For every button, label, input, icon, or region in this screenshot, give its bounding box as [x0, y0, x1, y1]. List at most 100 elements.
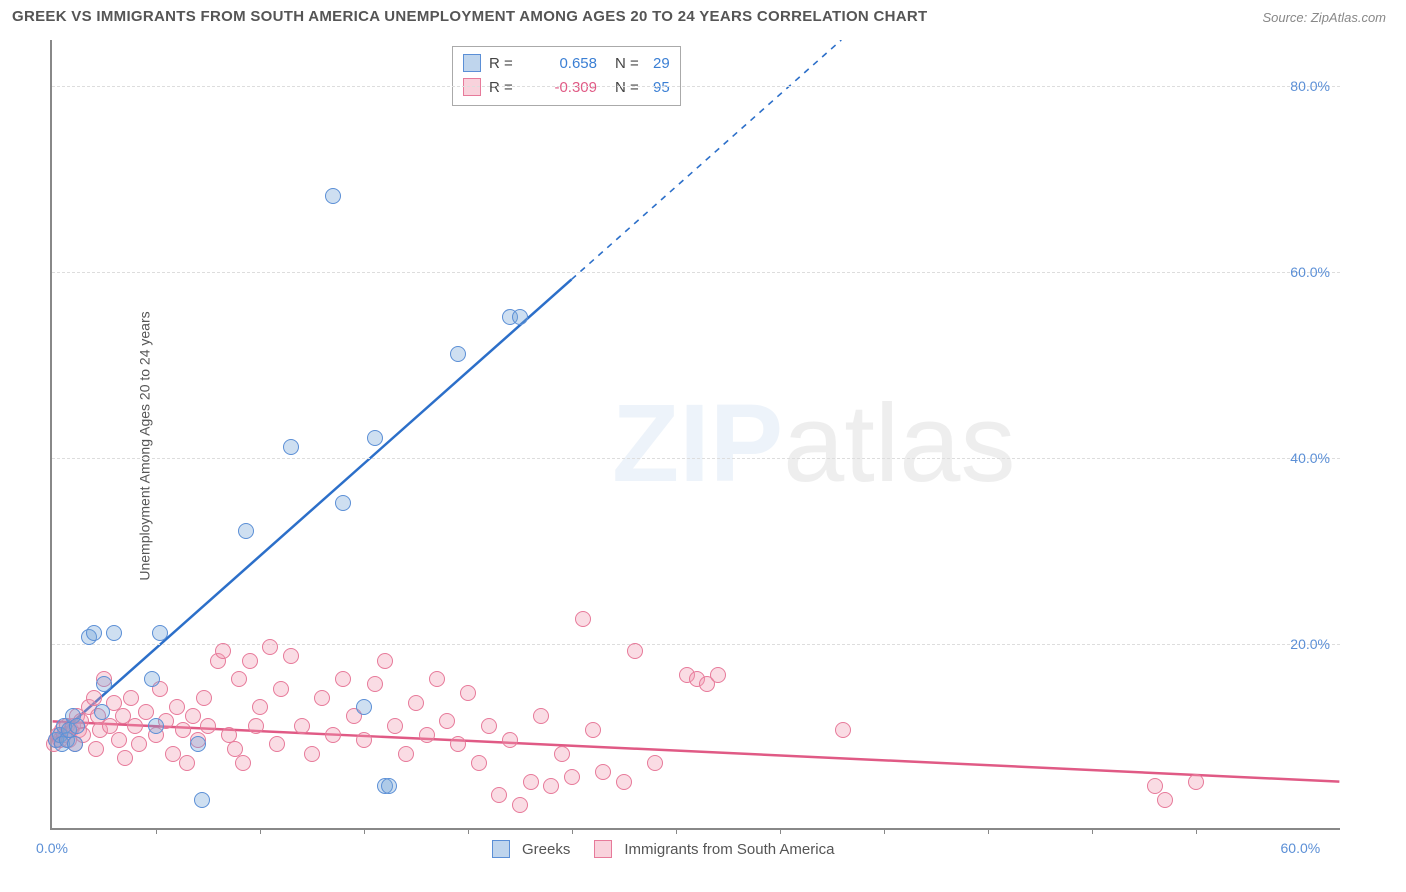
- data-point-pink: [215, 643, 231, 659]
- x-tick-mark: [676, 828, 677, 834]
- trend-lines: [52, 40, 1340, 828]
- watermark: ZIPatlas: [612, 380, 1015, 507]
- data-point-pink: [429, 671, 445, 687]
- data-point-pink: [262, 639, 278, 655]
- data-point-pink: [196, 690, 212, 706]
- data-point-blue: [367, 430, 383, 446]
- data-point-pink: [111, 732, 127, 748]
- data-point-pink: [419, 727, 435, 743]
- data-point-blue: [144, 671, 160, 687]
- data-point-blue: [96, 676, 112, 692]
- gridline: [52, 458, 1340, 459]
- data-point-pink: [314, 690, 330, 706]
- data-point-pink: [554, 746, 570, 762]
- chart-title: GREEK VS IMMIGRANTS FROM SOUTH AMERICA U…: [12, 8, 928, 25]
- data-point-pink: [710, 667, 726, 683]
- data-point-pink: [471, 755, 487, 771]
- data-point-pink: [131, 736, 147, 752]
- gridline: [52, 272, 1340, 273]
- bottom-legend: Greeks Immigrants from South America: [492, 840, 834, 858]
- data-point-blue: [450, 346, 466, 362]
- data-point-pink: [235, 755, 251, 771]
- data-point-pink: [294, 718, 310, 734]
- data-point-blue: [94, 704, 110, 720]
- data-point-pink: [175, 722, 191, 738]
- x-tick-mark: [780, 828, 781, 834]
- swatch-pink-icon: [594, 840, 612, 858]
- data-point-pink: [248, 718, 264, 734]
- data-point-pink: [138, 704, 154, 720]
- n-value-blue: 29: [653, 55, 670, 72]
- plot-area: ZIPatlas R = 0.658 N = 29 R = -0.309 N =…: [50, 40, 1340, 830]
- data-point-pink: [127, 718, 143, 734]
- data-point-pink: [304, 746, 320, 762]
- data-point-pink: [169, 699, 185, 715]
- data-point-pink: [1188, 774, 1204, 790]
- data-point-blue: [381, 778, 397, 794]
- x-tick-label: 60.0%: [1281, 840, 1321, 856]
- y-tick-label: 40.0%: [1290, 450, 1330, 466]
- data-point-pink: [200, 718, 216, 734]
- data-point-pink: [1147, 778, 1163, 794]
- data-point-pink: [491, 787, 507, 803]
- x-tick-mark: [156, 828, 157, 834]
- swatch-blue-icon: [492, 840, 510, 858]
- gridline: [52, 644, 1340, 645]
- y-tick-label: 60.0%: [1290, 264, 1330, 280]
- data-point-pink: [242, 653, 258, 669]
- source-attribution: Source: ZipAtlas.com: [1262, 10, 1386, 25]
- data-point-pink: [439, 713, 455, 729]
- x-tick-mark: [260, 828, 261, 834]
- data-point-pink: [367, 676, 383, 692]
- data-point-pink: [179, 755, 195, 771]
- data-point-blue: [190, 736, 206, 752]
- n-label: N =: [615, 55, 645, 72]
- data-point-blue: [325, 188, 341, 204]
- data-point-pink: [575, 611, 591, 627]
- data-point-blue: [356, 699, 372, 715]
- swatch-blue-icon: [463, 54, 481, 72]
- data-point-blue: [86, 625, 102, 641]
- data-point-pink: [616, 774, 632, 790]
- data-point-pink: [387, 718, 403, 734]
- y-tick-label: 80.0%: [1290, 78, 1330, 94]
- data-point-pink: [408, 695, 424, 711]
- x-tick-mark: [572, 828, 573, 834]
- data-point-pink: [325, 727, 341, 743]
- legend-label-pink: Immigrants from South America: [624, 841, 834, 858]
- x-tick-mark: [364, 828, 365, 834]
- stats-row-blue: R = 0.658 N = 29: [463, 51, 670, 75]
- x-tick-mark: [468, 828, 469, 834]
- r-label: R =: [489, 55, 519, 72]
- data-point-blue: [67, 736, 83, 752]
- data-point-pink: [273, 681, 289, 697]
- data-point-pink: [460, 685, 476, 701]
- r-value-blue: 0.658: [527, 55, 597, 72]
- data-point-pink: [450, 736, 466, 752]
- data-point-pink: [398, 746, 414, 762]
- data-point-pink: [123, 690, 139, 706]
- data-point-pink: [585, 722, 601, 738]
- data-point-pink: [835, 722, 851, 738]
- data-point-blue: [194, 792, 210, 808]
- data-point-pink: [231, 671, 247, 687]
- data-point-blue: [335, 495, 351, 511]
- data-point-blue: [283, 439, 299, 455]
- data-point-pink: [88, 741, 104, 757]
- data-point-pink: [481, 718, 497, 734]
- data-point-pink: [533, 708, 549, 724]
- data-point-pink: [377, 653, 393, 669]
- data-point-pink: [283, 648, 299, 664]
- data-point-blue: [69, 718, 85, 734]
- data-point-pink: [1157, 792, 1173, 808]
- data-point-pink: [269, 736, 285, 752]
- data-point-pink: [647, 755, 663, 771]
- data-point-blue: [238, 523, 254, 539]
- legend-label-blue: Greeks: [522, 841, 570, 858]
- data-point-pink: [165, 746, 181, 762]
- data-point-pink: [502, 732, 518, 748]
- data-point-pink: [252, 699, 268, 715]
- x-tick-mark: [1196, 828, 1197, 834]
- data-point-pink: [117, 750, 133, 766]
- data-point-blue: [148, 718, 164, 734]
